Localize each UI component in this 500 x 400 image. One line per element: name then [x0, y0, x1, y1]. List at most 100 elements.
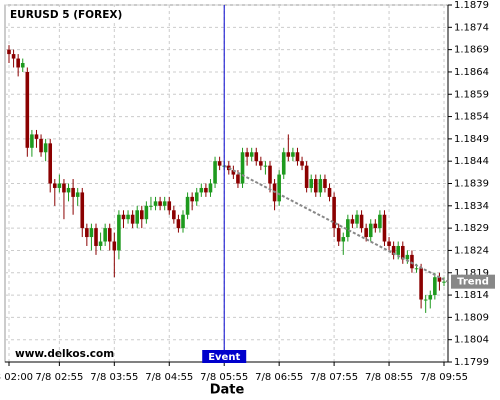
candle-body — [117, 214, 121, 251]
y-tick-label: 1.1854 — [454, 112, 489, 123]
candle-body — [268, 165, 272, 184]
candle-body — [135, 210, 140, 224]
x-tick-label: 7/8 06:55 — [255, 372, 303, 383]
candle-body — [245, 152, 249, 157]
candle-body — [373, 223, 378, 229]
candle-body — [149, 205, 153, 207]
candle-body — [130, 214, 135, 224]
y-tick-label: 1.1864 — [454, 67, 489, 78]
candle-body — [217, 161, 222, 166]
candle-body — [144, 205, 149, 220]
watermark: www.delkos.com — [15, 348, 114, 360]
candle-body — [185, 196, 190, 215]
candle-body — [158, 201, 162, 206]
candle-body — [89, 228, 94, 238]
candle-body — [263, 165, 268, 167]
y-tick-label: 1.1834 — [454, 201, 489, 212]
candle-body — [112, 241, 117, 251]
y-tick-label: 1.1844 — [454, 156, 489, 167]
candle-body — [437, 277, 442, 282]
candle-body — [167, 201, 172, 211]
candle-body — [66, 187, 71, 193]
candle-body — [190, 196, 194, 202]
trend-line — [223, 164, 449, 283]
candle-body — [423, 299, 428, 301]
candle-body — [213, 161, 217, 184]
candle-body — [75, 192, 80, 197]
candle-body — [249, 152, 254, 157]
y-tick-label: 1.1869 — [454, 45, 489, 56]
candle-body — [16, 58, 20, 68]
x-tick-label: 7/8 09:55 — [420, 372, 468, 383]
candle-body — [107, 228, 112, 242]
candle-body — [7, 49, 11, 55]
y-tick-label: 1.1824 — [454, 245, 489, 256]
trend-label: Trend — [457, 277, 489, 288]
candle-body — [25, 71, 30, 148]
y-tick-label: 1.1839 — [454, 179, 489, 190]
candle-body — [318, 179, 323, 193]
candle-body — [323, 179, 327, 188]
trend-label-box — [451, 274, 495, 289]
y-tick-label: 1.1849 — [454, 134, 489, 145]
candle-body — [350, 219, 355, 224]
candle-body — [368, 223, 373, 238]
candle-body — [291, 152, 295, 157]
candle-body — [405, 254, 410, 260]
candle-body — [11, 54, 16, 59]
candle-body — [139, 210, 144, 220]
y-tick-label: 1.1859 — [454, 89, 489, 100]
candle-body — [172, 210, 176, 220]
candle-body — [410, 254, 414, 269]
title-box — [7, 7, 121, 23]
candle-body — [341, 237, 346, 242]
candle-body — [208, 183, 213, 193]
candle-body — [80, 192, 85, 229]
candle-body — [181, 214, 185, 229]
candle-body — [34, 134, 39, 139]
candle-body — [103, 228, 107, 242]
candle-body — [396, 245, 401, 255]
candle-body — [39, 138, 43, 153]
x-tick-label: 7/8 04:55 — [145, 372, 193, 383]
candle-body — [204, 187, 208, 193]
x-tick-label: 7/8 05:55 — [200, 372, 248, 383]
candle-body — [199, 187, 204, 193]
event-label: Event — [208, 352, 240, 363]
candle-body — [414, 268, 419, 270]
x-tick-label: 7/8 08:55 — [365, 372, 413, 383]
candle-body — [126, 214, 130, 220]
candle-body — [313, 179, 318, 193]
candle-body — [85, 228, 89, 238]
candle-body — [309, 179, 314, 188]
candle-body — [62, 183, 66, 193]
candle-body — [327, 187, 332, 197]
y-tick-label: 1.1879 — [454, 0, 489, 11]
candle-body — [52, 183, 57, 188]
candle-body — [286, 152, 291, 157]
event-label-box — [202, 350, 247, 363]
y-tick-label: 1.1799 — [454, 357, 489, 368]
candle-body — [153, 201, 158, 206]
candle-body — [98, 241, 103, 246]
candle-body — [359, 214, 364, 229]
y-tick-label: 1.1804 — [454, 335, 489, 346]
candle-body — [300, 161, 304, 166]
candle-body — [236, 174, 240, 184]
candle-body — [332, 196, 336, 229]
candle-body — [419, 268, 423, 300]
candle-body — [231, 170, 236, 175]
y-tick-label: 1.1819 — [454, 268, 489, 279]
y-tick-label: 1.1829 — [454, 223, 489, 234]
candle-body — [71, 187, 75, 197]
candle-body — [43, 143, 48, 153]
candle-body — [277, 174, 281, 202]
candle-body — [30, 134, 34, 148]
candle-body — [48, 143, 53, 184]
candle-body — [281, 152, 286, 175]
candle-body — [194, 192, 199, 202]
x-tick-label: 7/8 07:55 — [310, 372, 358, 383]
candle-body — [378, 214, 382, 229]
candle-body — [176, 219, 181, 229]
